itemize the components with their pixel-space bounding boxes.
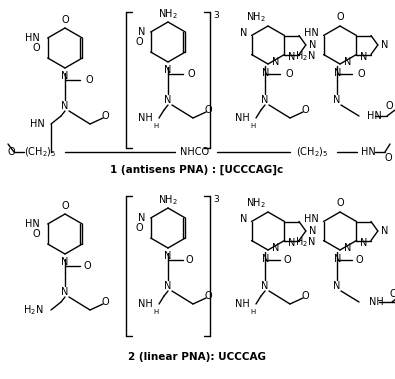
Text: O: O — [186, 255, 194, 265]
Text: N: N — [344, 243, 352, 253]
Text: NH: NH — [369, 297, 384, 307]
Text: N: N — [61, 257, 69, 267]
Text: O: O — [32, 229, 40, 239]
Text: N: N — [164, 251, 172, 261]
Text: (CH$_2$)$_5$: (CH$_2$)$_5$ — [296, 145, 328, 159]
Text: N: N — [381, 40, 388, 50]
Text: NH: NH — [235, 299, 250, 309]
Text: O: O — [285, 69, 293, 79]
Text: N: N — [164, 65, 172, 75]
Text: N: N — [333, 281, 340, 291]
Text: HN: HN — [304, 28, 318, 39]
Text: O: O — [101, 111, 109, 121]
Text: NH: NH — [138, 113, 153, 123]
Text: HN: HN — [367, 111, 382, 121]
Text: O: O — [101, 297, 109, 307]
Text: HN: HN — [304, 215, 318, 224]
Text: HN: HN — [361, 147, 375, 157]
Text: O: O — [384, 153, 392, 163]
Text: NH: NH — [235, 113, 250, 123]
Text: H: H — [153, 309, 159, 315]
Text: NH$_2$: NH$_2$ — [158, 193, 178, 207]
Text: O: O — [188, 69, 196, 79]
Text: HN: HN — [30, 119, 45, 129]
Text: O: O — [135, 37, 143, 47]
Text: N: N — [240, 215, 248, 224]
Text: O: O — [61, 201, 69, 211]
Text: O: O — [385, 101, 393, 111]
Text: N: N — [334, 254, 342, 264]
Text: N: N — [344, 57, 352, 67]
Text: O: O — [336, 12, 344, 22]
Text: O: O — [355, 255, 363, 265]
Text: HN: HN — [25, 219, 40, 229]
Text: O: O — [357, 69, 365, 79]
Text: N: N — [240, 28, 248, 39]
Text: N: N — [164, 281, 172, 291]
Text: H: H — [250, 309, 256, 315]
Text: N: N — [164, 95, 172, 105]
Text: O: O — [301, 291, 309, 301]
Text: 3: 3 — [213, 194, 219, 204]
Text: N: N — [333, 95, 340, 105]
Text: NH$_2$: NH$_2$ — [246, 196, 266, 210]
Text: N: N — [262, 68, 270, 78]
Text: O: O — [83, 261, 90, 271]
Text: N: N — [272, 243, 279, 253]
Text: 3: 3 — [213, 11, 219, 19]
Text: N: N — [288, 52, 296, 61]
Text: N: N — [61, 101, 69, 111]
Text: N: N — [288, 238, 296, 247]
Text: N: N — [309, 40, 316, 50]
Text: N: N — [61, 71, 69, 81]
Text: NH$_2$: NH$_2$ — [246, 10, 266, 24]
Text: N: N — [272, 57, 279, 67]
Text: O: O — [204, 291, 212, 301]
Text: N: N — [361, 52, 368, 61]
Text: O: O — [135, 223, 143, 233]
Text: N: N — [261, 281, 269, 291]
Text: O: O — [336, 198, 344, 208]
Text: N: N — [309, 226, 316, 236]
Text: 1 (antisens PNA) : [UCCCAG]c: 1 (antisens PNA) : [UCCCAG]c — [110, 165, 284, 175]
Text: N: N — [361, 238, 368, 247]
Text: O: O — [204, 105, 212, 115]
Text: H$_2$N: H$_2$N — [295, 236, 316, 249]
Text: N: N — [138, 213, 146, 223]
Text: (CH$_2$)$_5$: (CH$_2$)$_5$ — [24, 145, 56, 159]
Text: N: N — [334, 68, 342, 78]
Text: N: N — [138, 27, 146, 37]
Text: O: O — [32, 43, 40, 53]
Text: NH$_2$: NH$_2$ — [158, 7, 178, 21]
Text: N: N — [262, 254, 270, 264]
Text: N: N — [61, 287, 69, 297]
Text: N: N — [261, 95, 269, 105]
Text: H: H — [153, 123, 159, 129]
Text: O: O — [85, 75, 92, 85]
Text: N: N — [381, 226, 388, 236]
Text: O: O — [8, 147, 16, 157]
Text: NHCO: NHCO — [181, 147, 210, 157]
Text: O: O — [61, 15, 69, 25]
Text: H$_2$N: H$_2$N — [295, 50, 316, 63]
Text: HN: HN — [25, 33, 40, 43]
Text: NH: NH — [138, 299, 153, 309]
Text: H$_2$N: H$_2$N — [23, 303, 43, 317]
Text: O: O — [389, 289, 395, 299]
Text: 2 (linear PNA): UCCCAG: 2 (linear PNA): UCCCAG — [128, 352, 266, 362]
Text: O: O — [283, 255, 291, 265]
Text: O: O — [301, 105, 309, 115]
Text: H: H — [250, 123, 256, 129]
